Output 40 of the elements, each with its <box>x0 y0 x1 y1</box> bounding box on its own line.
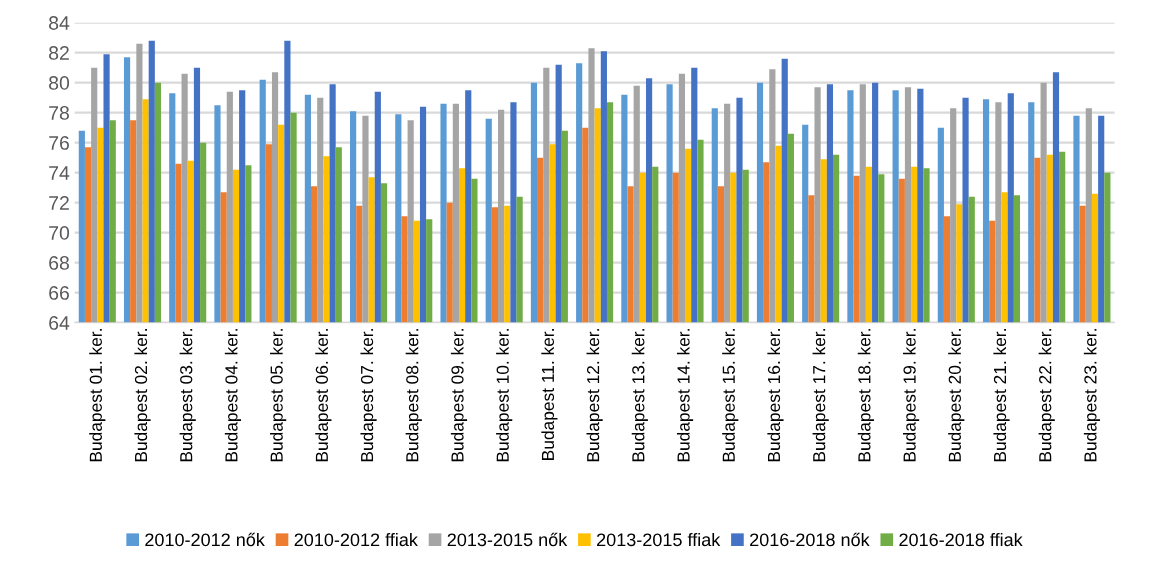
x-tick-label: Budapest 23. ker. <box>1083 329 1101 462</box>
y-tick-label: 84 <box>49 16 70 30</box>
x-tick-label: Budapest 09. ker. <box>450 329 468 462</box>
x-tick-label: Budapest 02. ker. <box>134 329 151 462</box>
legend-label: 2010-2012 ffiak <box>294 532 418 547</box>
x-tick-label: Budapest 04. ker. <box>224 329 242 462</box>
legend-label: 2010-2012 nők <box>145 532 265 547</box>
legend-label: 2016-2018 nők <box>750 532 870 547</box>
x-tick-label: Budapest 08. ker. <box>405 329 422 462</box>
y-tick-label: 66 <box>49 286 69 300</box>
y-tick-label: 78 <box>49 106 69 120</box>
y-tick-label: 82 <box>49 46 69 60</box>
y-tick-label: 80 <box>49 76 70 90</box>
x-tick-label: Budapest 22. ker. <box>1038 329 1055 462</box>
x-tick-label: Budapest 20. ker. <box>948 329 965 462</box>
x-tick-label: Budapest 03. ker. <box>179 329 196 462</box>
y-tick-label: 72 <box>49 196 69 210</box>
x-tick-label: Budapest 19. ker. <box>902 329 920 462</box>
x-tick-label: Budapest 11. ker. <box>541 329 558 460</box>
x-tick-label: Budapest 05. ker. <box>270 329 287 462</box>
x-tick-label: Budapest 13. ker. <box>631 329 648 462</box>
x-tick-label: Budapest 07. ker. <box>360 329 377 462</box>
x-tick-label: Budapest 12. ker. <box>586 329 603 462</box>
y-tick-label: 64 <box>49 316 70 330</box>
x-tick-label: Budapest 16. ker. <box>767 329 784 462</box>
x-tick-label: Budapest 15. ker. <box>722 329 739 462</box>
y-tick-label: 70 <box>49 226 70 240</box>
legend-label: 2013-2015 nők <box>447 532 568 547</box>
y-tick-label: 76 <box>49 136 69 150</box>
x-tick-label: Budapest 21. ker. <box>993 329 1010 462</box>
x-tick-label: Budapest 06. ker. <box>315 329 332 462</box>
y-tick-label: 74 <box>49 166 70 180</box>
legend-label: 2013-2015 ffiak <box>597 532 721 547</box>
y-tick-label: 68 <box>49 256 69 270</box>
x-tick-label: Budapest 01. ker. <box>89 329 106 462</box>
x-tick-label: Budapest 10. ker. <box>496 329 513 462</box>
x-tick-label: Budapest 17. ker. <box>812 329 829 462</box>
legend-label: 2016-2018 ffiak <box>899 532 1023 547</box>
x-tick-label: Budapest 18. ker. <box>857 329 874 462</box>
x-tick-label: Budapest 14. ker. <box>676 329 694 462</box>
